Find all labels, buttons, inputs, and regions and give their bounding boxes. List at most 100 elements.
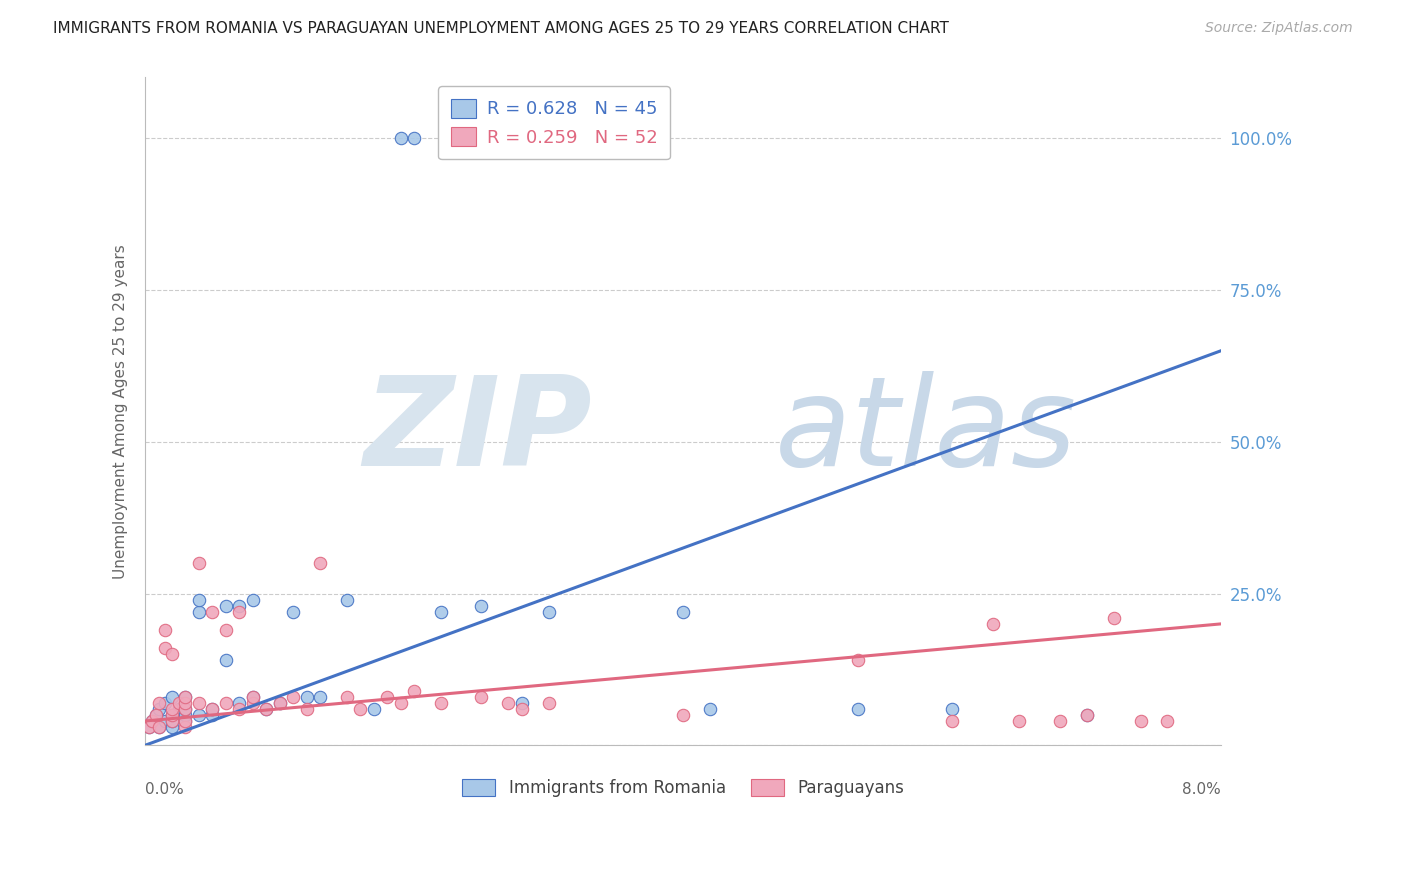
Legend: Immigrants from Romania, Paraguayans: Immigrants from Romania, Paraguayans [456,772,911,804]
Point [309,556,332,570]
Point [174,702,197,716]
Point [349,702,371,716]
Point [242,690,264,704]
Point [430,605,453,619]
Point [269,696,291,710]
Point [537,605,560,619]
Point [470,690,492,704]
Point [215,623,238,637]
Point [174,696,197,710]
Point [160,690,183,704]
Point [155,696,177,710]
Point [155,623,177,637]
Text: atlas: atlas [775,371,1077,491]
Point [1049,714,1071,728]
Point [242,592,264,607]
Point [174,714,197,728]
Point [138,720,160,734]
Point [160,707,183,722]
Point [389,131,412,145]
Point [1008,714,1031,728]
Point [160,647,183,661]
Point [201,707,224,722]
Point [201,702,224,716]
Point [281,690,304,704]
Point [187,696,209,710]
Point [510,696,533,710]
Point [201,702,224,716]
Point [1129,714,1152,728]
Point [281,605,304,619]
Point [336,690,359,704]
Point [148,696,170,710]
Point [389,696,412,710]
Text: 8.0%: 8.0% [1182,782,1222,797]
Y-axis label: Unemployment Among Ages 25 to 29 years: Unemployment Among Ages 25 to 29 years [114,244,128,579]
Point [174,702,197,716]
Point [269,696,291,710]
Point [1076,707,1098,722]
Point [174,707,197,722]
Point [1102,611,1125,625]
Point [941,714,963,728]
Point [242,696,264,710]
Point [537,696,560,710]
Point [141,714,163,728]
Point [498,696,520,710]
Point [228,702,250,716]
Point [228,605,250,619]
Point [242,690,264,704]
Point [155,714,177,728]
Point [187,605,209,619]
Point [430,696,453,710]
Point [981,616,1004,631]
Point [215,599,238,613]
Point [1156,714,1178,728]
Point [174,720,197,734]
Point [363,702,385,716]
Point [148,702,170,716]
Text: 0.0%: 0.0% [145,782,184,797]
Point [404,131,426,145]
Point [160,707,183,722]
Point [228,599,250,613]
Point [187,592,209,607]
Point [672,707,695,722]
Point [295,702,318,716]
Point [846,702,869,716]
Point [167,696,190,710]
Text: ZIP: ZIP [363,371,592,491]
Point [228,696,250,710]
Point [470,599,492,613]
Point [309,690,332,704]
Point [699,702,721,716]
Point [254,702,277,716]
Point [201,605,224,619]
Point [375,690,398,704]
Point [138,720,160,734]
Point [174,690,197,704]
Point [174,714,197,728]
Point [336,592,359,607]
Point [148,720,170,734]
Point [295,690,318,704]
Point [160,702,183,716]
Point [155,641,177,656]
Point [141,714,163,728]
Text: IMMIGRANTS FROM ROMANIA VS PARAGUAYAN UNEMPLOYMENT AMONG AGES 25 TO 29 YEARS COR: IMMIGRANTS FROM ROMANIA VS PARAGUAYAN UN… [53,21,949,37]
Point [187,707,209,722]
Point [148,720,170,734]
Point [941,702,963,716]
Point [167,702,190,716]
Point [510,702,533,716]
Point [846,653,869,667]
Point [215,696,238,710]
Point [672,605,695,619]
Point [254,702,277,716]
Point [160,714,183,728]
Point [174,690,197,704]
Point [160,720,183,734]
Point [215,653,238,667]
Point [404,683,426,698]
Point [145,707,167,722]
